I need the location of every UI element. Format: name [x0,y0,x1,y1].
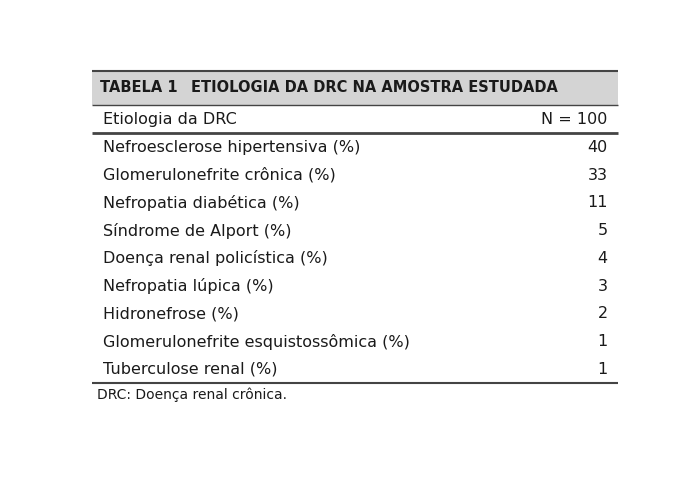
Text: 1: 1 [597,334,608,349]
Bar [92,71,618,105]
Text: 1: 1 [597,362,608,377]
Text: Tuberculose renal (%): Tuberculose renal (%) [103,362,277,377]
Text: DRC: Doença renal crônica.: DRC: Doença renal crônica. [97,387,288,402]
Text: ETIOLOGIA DA DRC NA AMOSTRA ESTUDADA: ETIOLOGIA DA DRC NA AMOSTRA ESTUDADA [191,81,559,95]
Bar [92,245,618,272]
Text: Doença renal policística (%): Doença renal policística (%) [103,250,328,266]
Text: Hidronefrose (%): Hidronefrose (%) [103,306,238,322]
Text: 2: 2 [597,306,608,322]
Text: 5: 5 [597,223,608,238]
Bar [92,328,618,356]
Bar [92,161,618,189]
Bar [92,105,618,133]
Bar [92,356,618,383]
Text: Nefropatia diabética (%): Nefropatia diabética (%) [103,195,299,211]
Bar [92,217,618,245]
Text: Glomerulonefrite esquistossômica (%): Glomerulonefrite esquistossômica (%) [103,334,410,350]
Bar [92,133,618,161]
Bar [92,272,618,300]
Text: 4: 4 [597,251,608,266]
Text: Nefroesclerose hipertensiva (%): Nefroesclerose hipertensiva (%) [103,140,360,155]
Text: 33: 33 [588,167,608,183]
Text: TABELA 1: TABELA 1 [100,81,177,95]
Text: Nefropatia lúpica (%): Nefropatia lúpica (%) [103,278,273,294]
Text: 11: 11 [587,195,608,210]
Text: N = 100: N = 100 [541,112,608,126]
Bar [92,300,618,328]
Bar [92,189,618,217]
Text: Síndrome de Alport (%): Síndrome de Alport (%) [103,223,291,239]
Text: 40: 40 [588,140,608,155]
Text: 3: 3 [597,279,608,293]
Text: Etiologia da DRC: Etiologia da DRC [103,112,236,126]
Text: Glomerulonefrite crônica (%): Glomerulonefrite crônica (%) [103,167,335,183]
